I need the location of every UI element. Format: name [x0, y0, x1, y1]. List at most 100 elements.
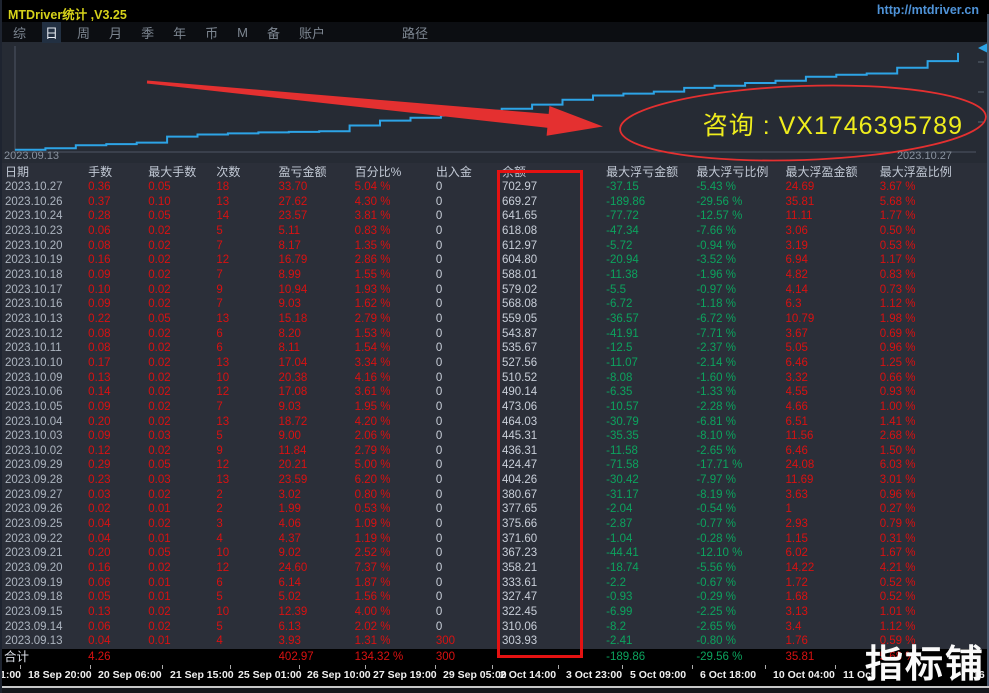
menu-item-2[interactable]: 周 — [77, 25, 91, 41]
time-axis-tick — [558, 665, 559, 669]
table-row[interactable]: 2023.10.06 0.14 0.02 12 17.08 3.61 % 0 490.14 -6… — [0, 385, 989, 400]
table-row[interactable]: 2023.09.15 0.13 0.02 10 12.39 4.00 % 0 322.45 -6… — [0, 605, 989, 620]
cell-4: 15.18 — [278, 312, 308, 325]
cell-8: -12.5 — [606, 342, 633, 355]
column-header-8[interactable]: 最大浮亏金额 — [606, 165, 679, 179]
column-header-3[interactable]: 次数 — [216, 165, 241, 179]
cell-8: -18.74 — [606, 562, 639, 575]
table-row[interactable]: 2023.10.27 0.36 0.05 18 33.70 5.04 % 0 702.97 -3… — [0, 180, 989, 195]
menu-item-0[interactable]: 综 — [13, 25, 27, 41]
website-link[interactable]: http://mtdriver.cn — [876, 3, 979, 17]
cell-5: 0.53 % — [354, 503, 391, 516]
menu-item-9[interactable]: 账户 — [298, 25, 325, 41]
cell-11: 1.77 % — [879, 210, 916, 223]
table-row[interactable]: 2023.10.13 0.22 0.05 13 15.18 2.79 % 0 559.05 -3… — [0, 312, 989, 327]
column-header-2[interactable]: 最大手数 — [148, 165, 197, 179]
column-header-11[interactable]: 最大浮盈比例 — [879, 165, 952, 179]
table-row[interactable]: 2023.10.09 0.13 0.02 10 20.38 4.16 % 0 510.52 -8… — [0, 371, 989, 386]
table-row[interactable]: 2023.10.11 0.08 0.02 6 8.11 1.54 % 0 535.67 -12.… — [0, 341, 989, 356]
cell-6: 0 — [435, 576, 443, 589]
cell-1: 0.28 — [88, 210, 111, 223]
cell-3: 5 — [216, 224, 223, 237]
cell-9: -5.56 % — [696, 562, 736, 575]
cell-0: 2023.10.24 — [5, 210, 63, 223]
cell-10: 1.15 — [785, 532, 808, 545]
column-header-5[interactable]: 百分比% — [354, 165, 402, 179]
cell-10: 1.68 — [785, 591, 808, 604]
current-value-marker-icon — [978, 43, 988, 53]
table-row[interactable]: 2023.10.05 0.09 0.02 7 9.03 1.95 % 0 473.06 -10.… — [0, 400, 989, 415]
total-cell-1: 4.26 — [88, 651, 111, 663]
cell-4: 16.79 — [278, 254, 308, 267]
table-row[interactable]: 2023.09.20 0.16 0.02 12 24.60 7.37 % 0 358.21 -1… — [0, 561, 989, 576]
cell-1: 0.14 — [88, 386, 111, 399]
menu-item-6[interactable]: 币 — [205, 25, 219, 41]
cell-4: 8.20 — [278, 327, 301, 340]
menu-item-1[interactable]: 日 — [42, 21, 62, 43]
table-row[interactable]: 2023.09.28 0.23 0.03 13 23.59 6.20 % 0 404.26 -3… — [0, 473, 989, 488]
table-row[interactable]: 2023.10.04 0.20 0.02 13 18.72 4.20 % 0 464.03 -3… — [0, 415, 989, 430]
menu-item-8[interactable]: 备 — [266, 25, 280, 41]
cell-6: 0 — [435, 459, 443, 472]
menu-item-3[interactable]: 月 — [109, 25, 123, 41]
table-row[interactable]: 2023.10.19 0.16 0.02 12 16.79 2.86 % 0 604.80 -2… — [0, 253, 989, 268]
cell-3: 5 — [216, 620, 223, 633]
column-header-9[interactable]: 最大浮亏比例 — [696, 165, 769, 179]
column-header-6[interactable]: 出入金 — [435, 165, 472, 179]
table-row[interactable]: 2023.10.26 0.37 0.10 13 27.62 4.30 % 0 669.27 -1… — [0, 195, 989, 210]
table-row[interactable]: 2023.09.27 0.03 0.02 2 3.02 0.80 % 0 380.67 -31.… — [0, 488, 989, 503]
cell-8: -35.35 — [606, 430, 639, 443]
table-row[interactable]: 2023.09.25 0.04 0.02 3 4.06 1.09 % 0 375.66 -2.8… — [0, 517, 989, 532]
table-row[interactable]: 2023.10.18 0.09 0.02 7 8.99 1.55 % 0 588.01 -11.… — [0, 268, 989, 283]
table-row[interactable]: 2023.10.03 0.09 0.03 5 9.00 2.06 % 0 445.31 -35.… — [0, 429, 989, 444]
cell-7: 568.08 — [501, 298, 538, 311]
cell-10: 6.46 — [785, 356, 808, 369]
menu-item-10[interactable]: 路径 — [401, 25, 428, 41]
column-header-0[interactable]: 日期 — [5, 165, 30, 179]
table-row[interactable]: 2023.10.20 0.08 0.02 7 8.17 1.35 % 0 612.97 -5.7… — [0, 239, 989, 254]
table-row[interactable]: 2023.09.19 0.06 0.01 6 6.14 1.87 % 0 333.61 -2.2… — [0, 576, 989, 591]
table-row[interactable]: 2023.10.10 0.17 0.02 13 17.04 3.34 % 0 527.56 -1… — [0, 356, 989, 371]
table-row[interactable]: 2023.09.22 0.04 0.01 4 4.37 1.19 % 0 371.60 -1.0… — [0, 532, 989, 547]
cell-8: -71.58 — [606, 459, 639, 472]
time-axis: 1:00 18 Sep 20:00 20 Sep 06:00 21 Sep 15:00… — [0, 665, 989, 686]
table-row[interactable]: 2023.10.16 0.09 0.02 7 9.03 1.62 % 0 568.08 -6.7… — [0, 297, 989, 312]
cell-2: 0.02 — [148, 239, 171, 252]
cell-7: 436.31 — [501, 444, 538, 457]
total-cell-2 — [148, 649, 216, 665]
table-row[interactable]: 2023.10.23 0.06 0.02 5 5.11 0.83 % 0 618.08 -47.… — [0, 224, 989, 239]
cell-10: 2.93 — [785, 518, 808, 531]
cell-6: 0 — [435, 312, 443, 325]
table-row[interactable]: 2023.09.14 0.06 0.02 5 6.13 2.02 % 0 310.06 -8.2… — [0, 620, 989, 635]
table-row[interactable]: 2023.10.02 0.12 0.02 9 11.84 2.79 % 0 436.31 -11… — [0, 444, 989, 459]
table-row[interactable]: 2023.09.29 0.29 0.05 12 20.21 5.00 % 0 424.47 -7… — [0, 458, 989, 473]
cell-7: 333.61 — [501, 576, 538, 589]
cell-10: 6.51 — [785, 415, 808, 428]
cell-11: 0.50 % — [879, 224, 916, 237]
cell-3: 3 — [216, 518, 223, 531]
cell-1: 0.05 — [88, 591, 111, 604]
cell-9: -2.14 % — [696, 356, 736, 369]
table-row[interactable]: 2023.10.12 0.08 0.02 6 8.20 1.53 % 0 543.87 -41.… — [0, 327, 989, 342]
table-row[interactable]: 2023.09.21 0.20 0.05 10 9.02 2.52 % 0 367.23 -44… — [0, 546, 989, 561]
cell-11: 1.12 % — [879, 620, 916, 633]
app-title: MTDriver统计 ,V3.25 — [8, 8, 127, 22]
menu-item-7[interactable]: M — [237, 24, 248, 40]
table-row[interactable]: 2023.10.24 0.28 0.05 14 23.57 3.81 % 0 641.65 -7… — [0, 209, 989, 224]
cell-11: 0.52 % — [879, 591, 916, 604]
column-header-10[interactable]: 最大浮盈金额 — [785, 165, 858, 179]
column-header-4[interactable]: 盈亏金额 — [278, 165, 327, 179]
table-row[interactable]: 2023.09.18 0.05 0.01 5 5.02 1.56 % 0 327.47 -0.9… — [0, 590, 989, 605]
cell-2: 0.02 — [148, 415, 171, 428]
cell-10: 1.72 — [785, 576, 808, 589]
table-row[interactable]: 2023.09.26 0.02 0.01 2 1.99 0.53 % 0 377.65 -2.0… — [0, 502, 989, 517]
total-cell-9: -29.56 % — [696, 651, 743, 663]
menu-item-4[interactable]: 季 — [141, 25, 155, 41]
column-header-1[interactable]: 手数 — [88, 165, 113, 179]
cell-9: -1.60 % — [696, 371, 736, 384]
table-row[interactable]: 2023.10.17 0.10 0.02 9 10.94 1.93 % 0 579.02 -5.… — [0, 283, 989, 298]
menu-item-5[interactable]: 年 — [173, 25, 187, 41]
table-row[interactable]: 2023.09.13 0.04 0.01 4 3.93 1.31 % 300 303.93 -2… — [0, 634, 989, 649]
column-header-7[interactable]: 余额 — [501, 165, 526, 179]
time-axis-tick — [230, 665, 231, 669]
